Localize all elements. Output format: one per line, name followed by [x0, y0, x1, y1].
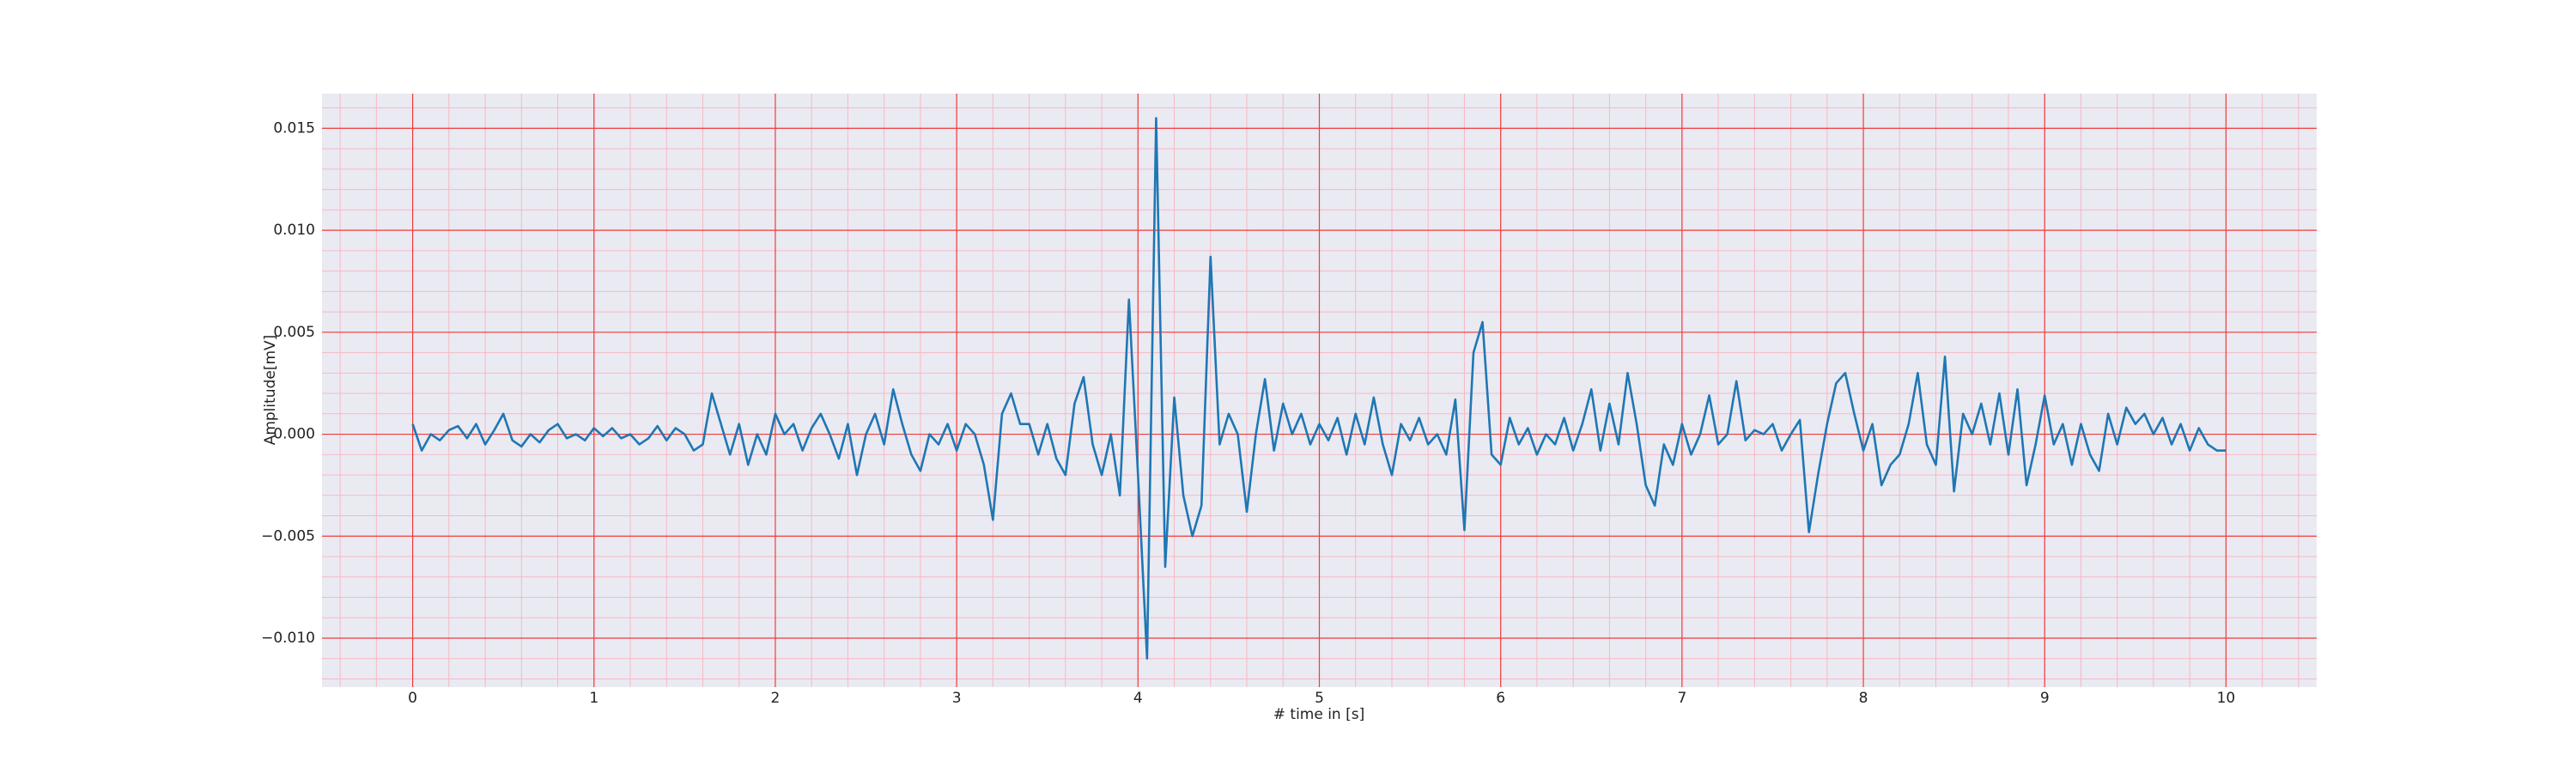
y-tick-label: 0.010: [273, 222, 315, 239]
x-tick-label: 0: [408, 690, 417, 707]
y-tick-label: 0.005: [273, 324, 315, 341]
x-tick-label: 7: [1677, 690, 1686, 707]
x-tick-label: 1: [589, 690, 598, 707]
x-tick-label: 5: [1315, 690, 1324, 707]
y-tick-label: −0.010: [261, 630, 315, 647]
x-tick-label: 8: [1859, 690, 1868, 707]
y-tick-label: 0.000: [273, 426, 315, 443]
x-tick-label: 10: [2217, 690, 2236, 707]
x-tick-label: 2: [771, 690, 781, 707]
signal-line: [411, 117, 2227, 660]
x-tick-label: 9: [2040, 690, 2050, 707]
x-tick-label: 6: [1496, 690, 1505, 707]
y-axis-label: Amplitude[mV]: [262, 335, 279, 446]
x-axis-label: # time in [s]: [1273, 706, 1364, 723]
x-tick-label: 3: [952, 690, 962, 707]
y-tick-label: −0.005: [261, 527, 315, 545]
x-tick-label: 4: [1133, 690, 1143, 707]
y-tick-label: 0.015: [273, 119, 315, 137]
